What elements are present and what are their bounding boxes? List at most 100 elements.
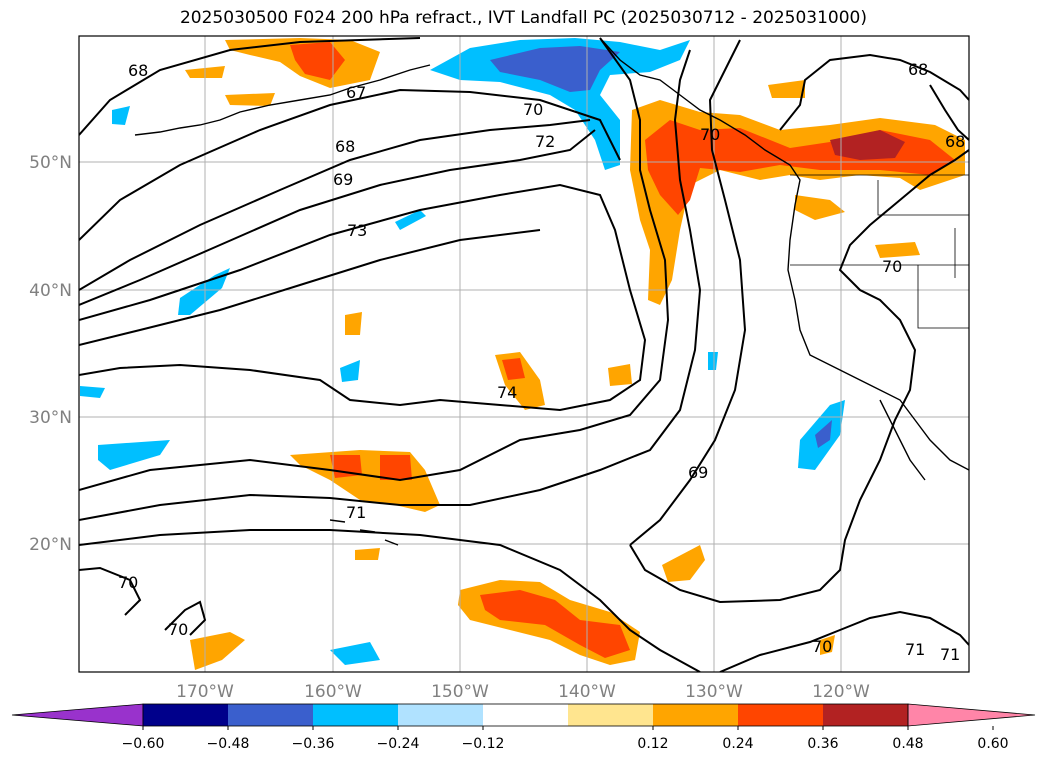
colorbar-tick-label: 0.12 — [637, 736, 668, 752]
contour-73-74-line — [79, 183, 647, 412]
colorbar-tick-label: −0.36 — [292, 736, 335, 752]
contour-label-74: 74 — [497, 383, 517, 402]
orange-small-6 — [345, 312, 362, 335]
lat-label-40n: 40°N — [29, 281, 72, 301]
contour-label-70: 70 — [812, 637, 832, 656]
colorbar-extend-max — [907, 703, 1036, 727]
colorbar-segment — [483, 704, 568, 726]
contour-label-70: 70 — [118, 573, 138, 592]
orange-small-2 — [225, 93, 275, 106]
contour-east-line — [629, 149, 969, 604]
orange-small-11 — [820, 635, 835, 655]
lon-label-160w: 160°W — [304, 682, 362, 702]
contour-label-71: 71 — [905, 640, 925, 659]
blue-small-5 — [708, 352, 718, 370]
colorbar-tick-label: 0.48 — [892, 736, 923, 752]
contour-label-67: 67 — [346, 83, 366, 102]
contour-label-68: 68 — [335, 137, 355, 156]
contour-label-69: 69 — [688, 463, 708, 482]
colorbar-segment — [398, 704, 483, 726]
contour-line-d — [79, 229, 541, 346]
contour-70-sw-small — [164, 600, 207, 636]
red-blob-hawaii-1 — [330, 455, 362, 478]
latitude-labels: 50°N 40°N 30°N 20°N — [29, 153, 72, 555]
dark-blue-blob-east — [815, 420, 832, 448]
contour-line-a — [79, 88, 621, 241]
contour-label-70: 70 — [700, 125, 720, 144]
colorbar-tick-label: −0.48 — [207, 736, 250, 752]
colorbar-segment — [738, 704, 823, 726]
lon-label-130w: 130°W — [685, 682, 743, 702]
blue-blob-west — [178, 268, 230, 315]
blue-small-6 — [330, 642, 380, 665]
orange-small-3 — [795, 195, 845, 220]
contour-71-se-line — [719, 610, 969, 672]
colorbar-segment — [568, 704, 653, 726]
contour-71-line — [79, 49, 702, 521]
colorbar-tick-label: −0.60 — [122, 736, 165, 752]
colorbar-segment — [823, 704, 908, 726]
colorbar-tick-label: 0.24 — [722, 736, 753, 752]
contour-south-line — [79, 529, 701, 672]
colorbar-segment — [653, 704, 738, 726]
contour-68-ne-edge — [929, 84, 969, 141]
lon-label-120w: 120°W — [812, 682, 870, 702]
blue-small-4 — [80, 386, 105, 398]
contour-69-line — [629, 39, 747, 546]
contour-label-70: 70 — [168, 620, 188, 639]
lon-label-150w: 150°W — [431, 682, 489, 702]
colorbar-extend-min — [11, 703, 144, 727]
contour-label-68: 68 — [128, 61, 148, 80]
colorbar-segment — [143, 704, 228, 726]
orange-small-8 — [355, 548, 380, 560]
red-blob-south — [480, 590, 630, 658]
blue-small-1 — [395, 210, 426, 230]
lat-label-50n: 50°N — [29, 153, 72, 173]
contour-line-b — [79, 119, 591, 291]
red-blob-mid — [502, 358, 525, 380]
orange-small-4 — [875, 242, 920, 258]
red-blob-aleutian — [290, 42, 345, 80]
orange-small-5 — [768, 80, 805, 98]
lon-label-170w: 170°W — [176, 682, 234, 702]
orange-small-10 — [190, 632, 245, 670]
colorbar-tick-label: 0.60 — [977, 736, 1008, 752]
lat-label-30n: 30°N — [29, 408, 72, 428]
orange-small-9 — [662, 545, 705, 582]
dark-red-blob — [830, 130, 905, 160]
colorbar-segment — [228, 704, 313, 726]
lat-label-20n: 20°N — [29, 535, 72, 555]
colorbar-tick-label: −0.24 — [377, 736, 420, 752]
contours — [79, 37, 969, 672]
contour-70-line — [79, 37, 670, 491]
contour-label-73: 73 — [347, 221, 367, 240]
map-frame — [78, 35, 970, 673]
lon-label-140w: 140°W — [558, 682, 616, 702]
contour-line-c — [79, 129, 596, 306]
colorbar-tick-label: 0.36 — [807, 736, 838, 752]
contour-label-72: 72 — [535, 132, 555, 151]
red-blob-hawaii-2 — [380, 455, 412, 480]
contour-labels: 68 67 68 69 70 72 73 70 74 69 71 70 70 7… — [118, 60, 965, 664]
contour-68-line — [79, 37, 421, 136]
figure-title: 2025030500 F024 200 hPa refract., IVT La… — [179, 8, 867, 28]
contour-label-70: 70 — [882, 257, 902, 276]
colorbar-frame — [142, 703, 909, 727]
blue-blob-sw — [98, 440, 170, 470]
contour-label-71: 71 — [346, 503, 366, 522]
colorbar: −0.60 −0.48 −0.36 −0.24 −0.12 0.12 0.24 0.36 0.4… — [11, 703, 1036, 752]
contour-label-70: 70 — [523, 100, 543, 119]
colorbar-tick-label: −0.12 — [462, 736, 505, 752]
contour-68-ne-line — [779, 53, 969, 131]
contour-label-68: 68 — [945, 132, 965, 151]
longitude-labels: 170°W 160°W 150°W 140°W 130°W 120°W — [176, 682, 870, 702]
blue-blob-gulf — [430, 38, 690, 170]
blue-small-3 — [112, 106, 130, 125]
blue-small-2 — [340, 360, 360, 382]
contour-label-68: 68 — [908, 60, 928, 79]
gridlines — [79, 36, 969, 672]
orange-small-7 — [608, 364, 632, 386]
contour-label-69: 69 — [333, 170, 353, 189]
colorbar-segment — [313, 704, 398, 726]
borders — [790, 174, 969, 329]
